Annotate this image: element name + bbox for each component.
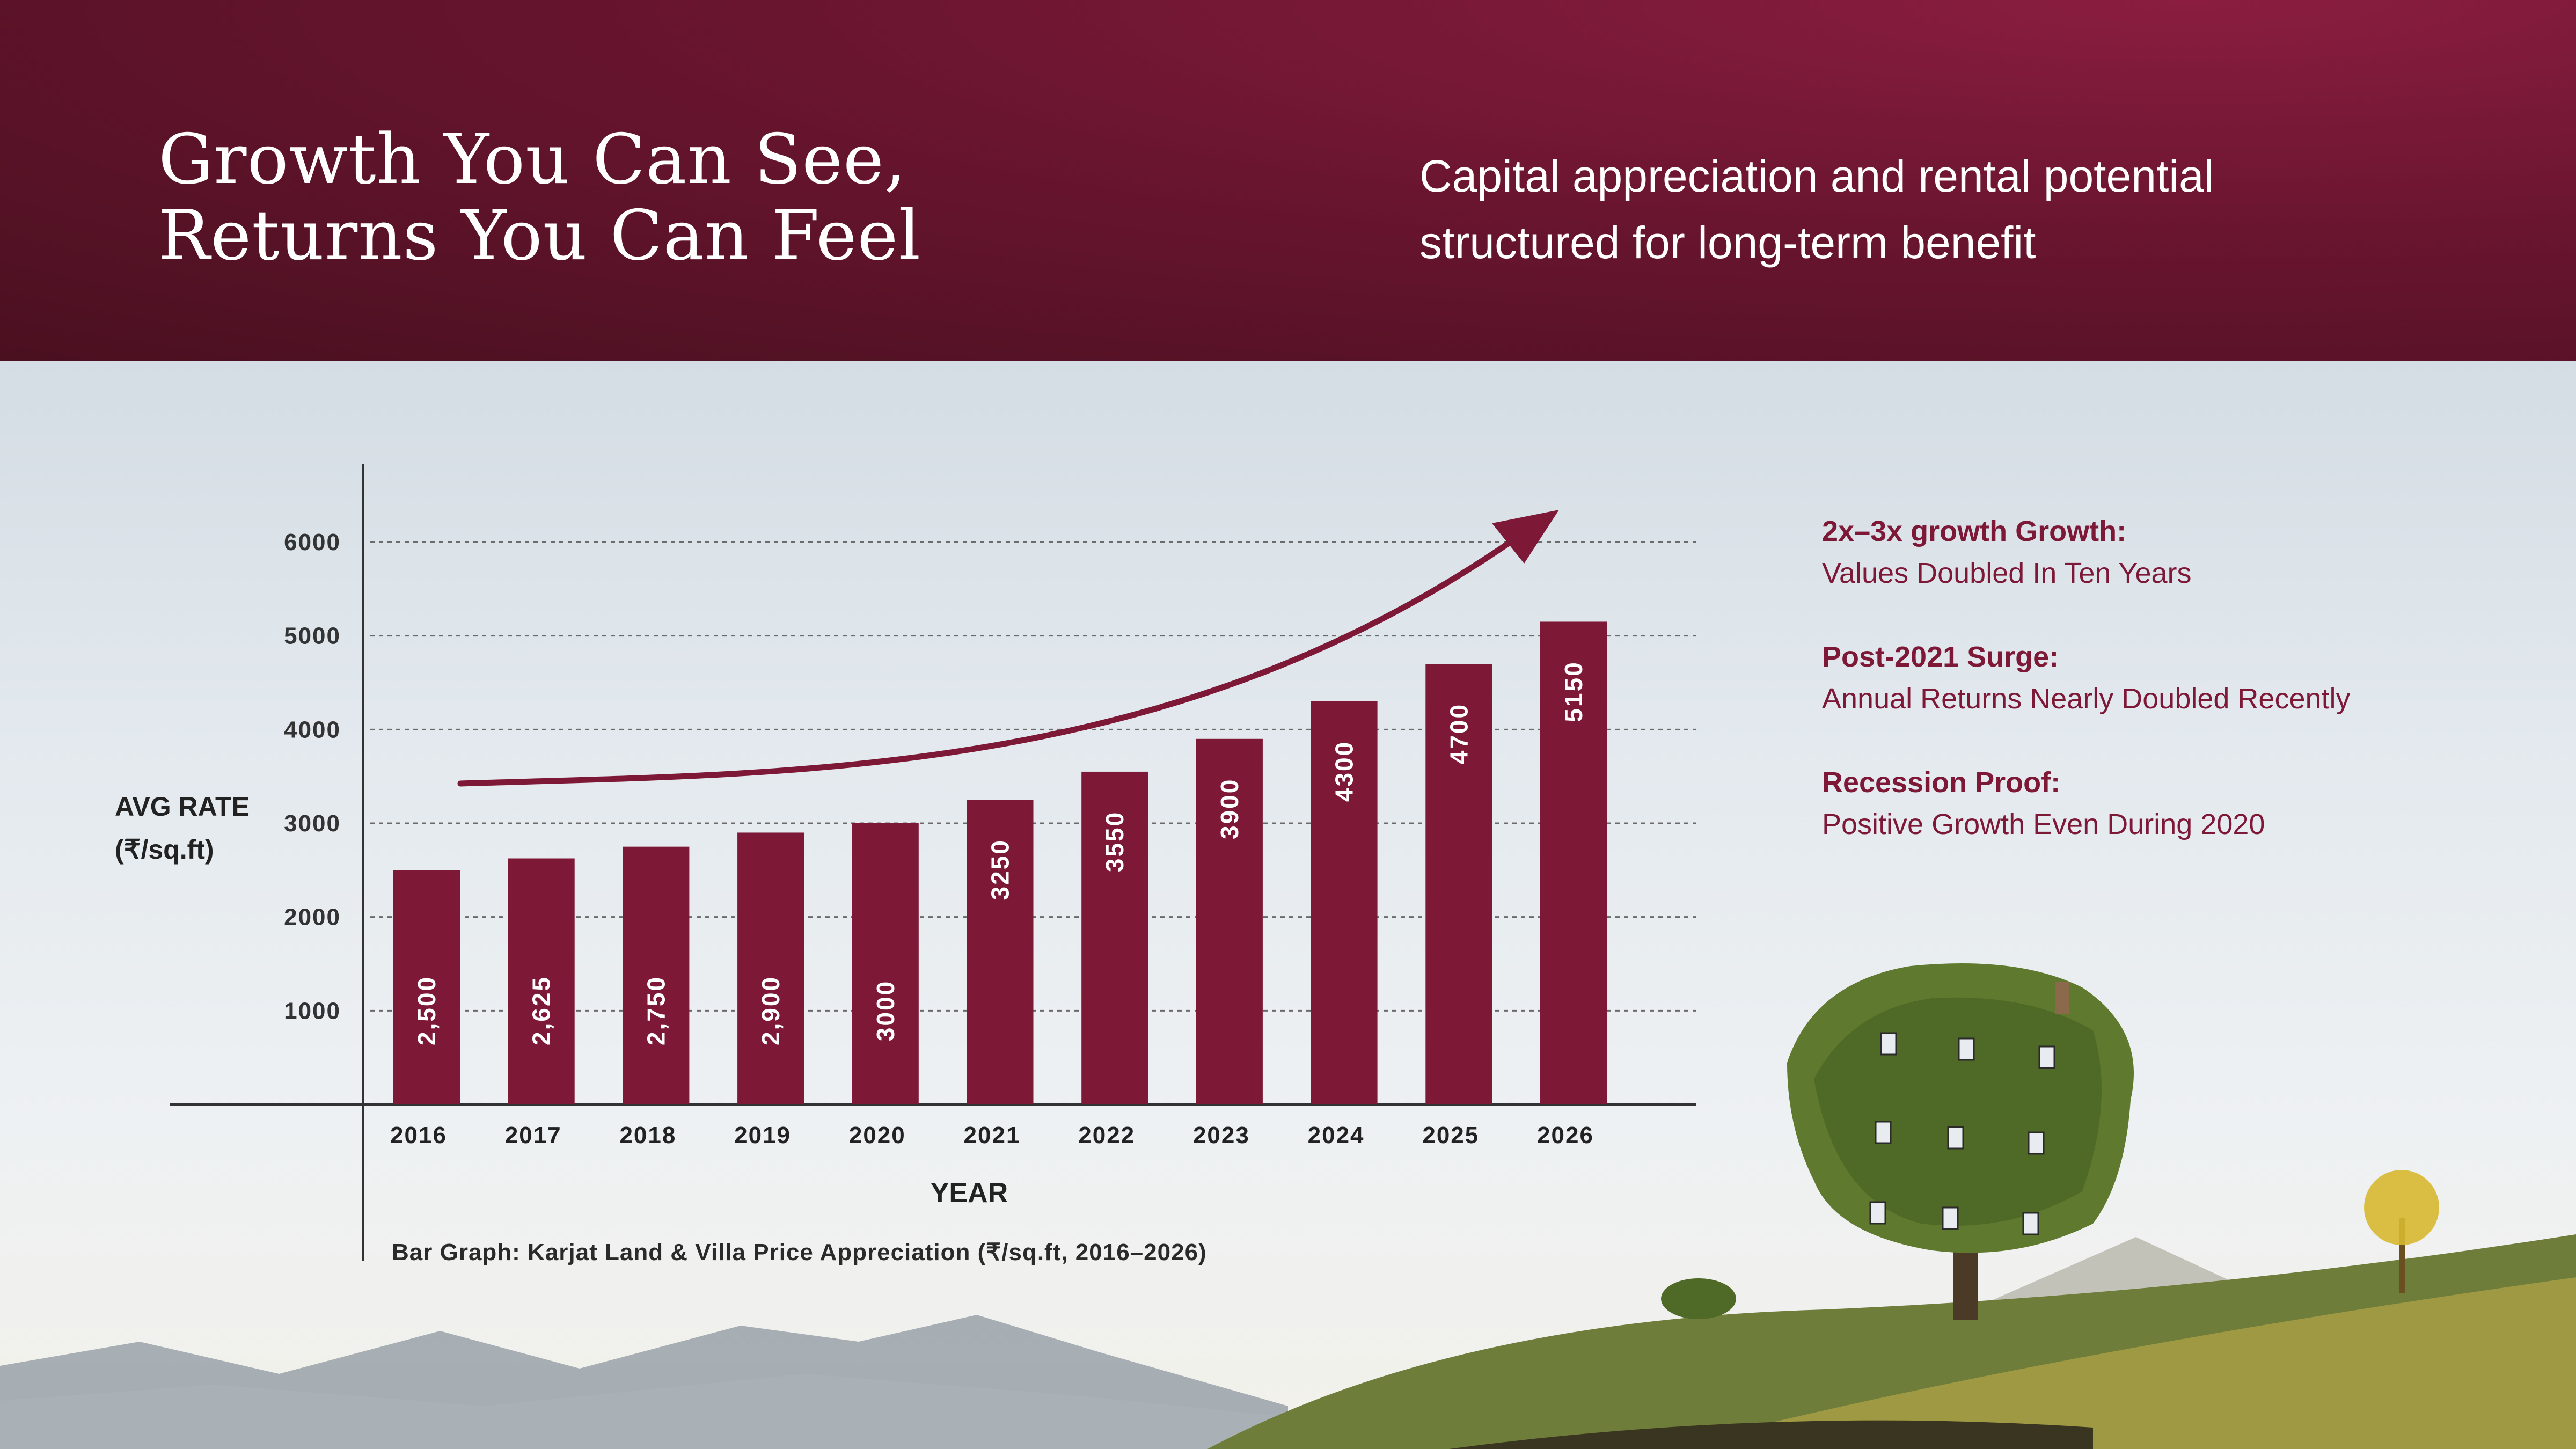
header-banner: Growth You Can See, Returns You Can Feel…	[0, 0, 2576, 361]
highlight-2-title: Post-2021 Surge:	[1822, 641, 2059, 673]
bar-value-label: 2,500	[413, 976, 441, 1045]
x-tick-label: 2025	[1422, 1122, 1479, 1148]
highlight-1-body: Values Doubled In Ten Years	[1822, 557, 2192, 589]
bar-value-label: 3550	[1101, 811, 1129, 872]
y-tick-label: 6000	[284, 529, 341, 555]
y-tick-label: 4000	[284, 716, 341, 743]
bar-2017	[508, 858, 575, 1104]
x-tick-label: 2016	[390, 1122, 447, 1148]
landscape-illustration	[0, 963, 2576, 1449]
bars: 2,500 2,625 2,750 2,900 3000 3250 3550 3900 4300…	[393, 621, 1607, 1104]
bar-2018	[623, 846, 690, 1104]
x-tick-label: 2017	[505, 1122, 562, 1148]
page-title-line-1: Growth You Can See,	[158, 120, 907, 200]
page-subtitle-line-1: Capital appreciation and rental potentia…	[1419, 151, 2214, 201]
x-tick-label: 2019	[734, 1122, 791, 1148]
y-tick-label: 1000	[284, 998, 341, 1024]
y-tick-labels: 1000 2000 3000 4000 5000 6000	[284, 529, 341, 1024]
x-tick-label: 2023	[1193, 1122, 1250, 1148]
y-tick-label: 2000	[284, 904, 341, 931]
x-tick-label: 2021	[964, 1122, 1021, 1148]
bar-2023	[1196, 738, 1263, 1104]
trend-arrow	[457, 510, 1559, 787]
bar-value-label: 2,900	[757, 976, 785, 1045]
page-title-line-2: Returns You Can Feel	[158, 196, 921, 276]
bar-2025	[1425, 664, 1492, 1104]
y-axis-label-line-1: AVG RATE	[115, 792, 250, 822]
highlight-1-title: 2x–3x growth Growth:	[1822, 515, 2127, 547]
x-tick-labels: 2016 2017 2018 2019 2020 2021 2022 2023 2024 2025…	[390, 1122, 1594, 1148]
bar-value-label: 4700	[1445, 703, 1473, 764]
x-tick-label: 2022	[1078, 1122, 1135, 1148]
bar-value-label: 3250	[986, 839, 1014, 900]
x-tick-label: 2024	[1308, 1122, 1365, 1148]
x-tick-label: 2020	[849, 1122, 906, 1148]
bar-value-label: 2,625	[528, 976, 555, 1045]
bar-value-label: 4300	[1330, 741, 1358, 802]
bar-2021	[967, 800, 1034, 1104]
x-tick-label: 2026	[1537, 1122, 1594, 1148]
chart-caption: Bar Graph: Karjat Land & Villa Price App…	[392, 1239, 1207, 1265]
y-tick-label: 3000	[284, 810, 341, 837]
x-tick-label: 2018	[619, 1122, 676, 1148]
highlight-3-title: Recession Proof:	[1822, 766, 2061, 799]
bar-2022	[1081, 771, 1148, 1104]
y-axis-label-line-2: (₹/sq.ft)	[115, 835, 214, 865]
page-subtitle-line-2: structured for long-term benefit	[1419, 217, 2036, 268]
bar-2026	[1540, 621, 1607, 1104]
y-tick-label: 5000	[284, 623, 341, 649]
bar-value-label: 2,750	[642, 976, 670, 1045]
x-axis-label: YEAR	[931, 1177, 1008, 1209]
highlight-2-body: Annual Returns Nearly Doubled Recently	[1822, 683, 2351, 715]
bar-2019	[737, 832, 804, 1104]
bar-2020	[852, 823, 919, 1104]
highlight-3-body: Positive Growth Even During 2020	[1822, 808, 2265, 840]
bar-2024	[1311, 701, 1378, 1104]
bar-value-label: 3900	[1216, 778, 1243, 839]
bar-value-label: 3000	[872, 980, 899, 1041]
bar-2016	[393, 870, 460, 1104]
bar-value-label: 5150	[1560, 661, 1587, 722]
